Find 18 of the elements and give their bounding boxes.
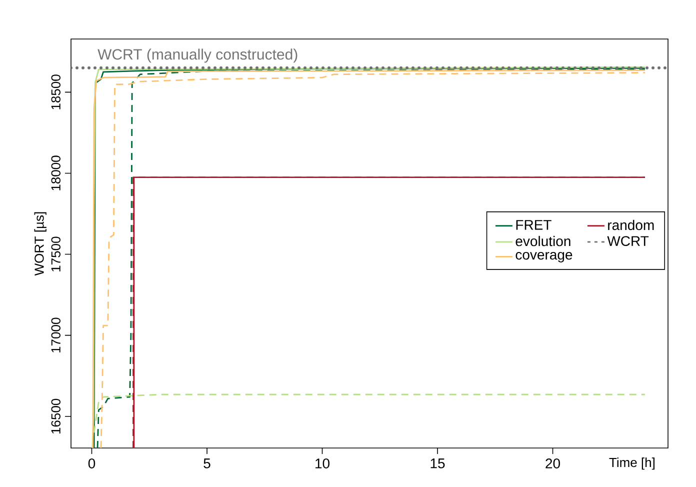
legend-label: evolution — [516, 236, 570, 246]
x-tick-label: 15 — [430, 458, 445, 468]
y-axis-title: WORT [µs] — [34, 212, 46, 276]
legend-label: coverage — [516, 252, 572, 262]
y-tick-label: 18500 — [51, 74, 60, 110]
x-tick-label: 5 — [204, 458, 210, 468]
legend-label: FRET — [516, 220, 552, 230]
y-tick-label: 18000 — [51, 156, 60, 190]
x-tick-label: 10 — [316, 458, 330, 468]
legend-label: random — [608, 220, 654, 230]
y-tick-label: 16500 — [51, 398, 60, 434]
y-tick-label: 17000 — [51, 318, 60, 352]
annotation: WCRT (manually constructed) — [98, 48, 298, 63]
x-tick-label: 20 — [546, 458, 560, 468]
y-tick-label: 17500 — [51, 236, 60, 272]
x-tick-label: 0 — [88, 458, 96, 468]
x-axis-title: Time [h] — [609, 458, 654, 470]
legend-label: WCRT — [607, 236, 649, 246]
